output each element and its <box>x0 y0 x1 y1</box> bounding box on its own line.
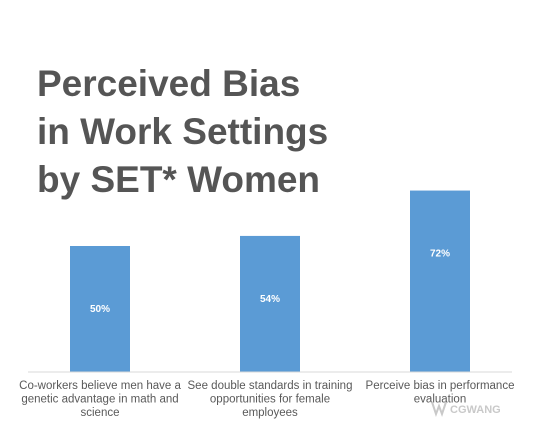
data-labels: 50% 54% 72% <box>90 249 450 315</box>
category-label: Perceive bias in performance <box>366 380 515 392</box>
category-label: employees <box>242 407 298 419</box>
category-label: Co-workers believe men have a <box>19 380 181 392</box>
watermark-logo: CGWANG <box>431 401 501 417</box>
category-labels: Co-workers believe men have a genetic adv… <box>19 380 514 419</box>
category-label: evaluation <box>414 394 466 406</box>
data-label: 54% <box>260 294 280 305</box>
bar <box>240 235 300 372</box>
watermark-w-icon <box>431 401 447 417</box>
chart-title-line: in Work Settings <box>37 111 328 152</box>
chart-title-line: by SET* Women <box>37 159 320 200</box>
category-label: genetic advantage in math and <box>21 394 178 406</box>
watermark-text: CGWANG <box>450 404 501 416</box>
bars <box>70 190 470 372</box>
bar <box>70 246 130 372</box>
chart-title-line: Perceived Bias <box>37 63 300 104</box>
category-label: science <box>81 407 120 419</box>
data-label: 50% <box>90 304 110 315</box>
data-label: 72% <box>430 249 450 260</box>
bar <box>410 190 470 372</box>
category-label: opportunities for female <box>210 394 330 406</box>
category-label: See double standards in training <box>188 380 353 392</box>
chart-title: Perceived Bias in Work Settings by SET* Wo… <box>37 63 328 200</box>
